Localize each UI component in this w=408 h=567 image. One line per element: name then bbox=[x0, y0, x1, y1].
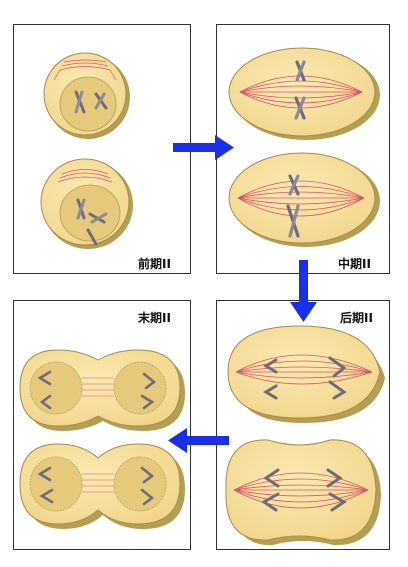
telophase-bottom-fibers bbox=[82, 473, 114, 493]
label-metaphase-ii: 中期II bbox=[338, 257, 371, 271]
prophase-cell-top bbox=[43, 52, 130, 139]
arrow-metaphase-to-anaphase bbox=[290, 260, 317, 322]
label-anaphase-ii: 后期II bbox=[340, 311, 373, 325]
metaphase-cell-bottom bbox=[228, 152, 380, 247]
prophase-bottom-chromosomes bbox=[76, 198, 108, 246]
anaphase-bottom-chromosomes bbox=[261, 468, 347, 512]
prophase-top-nucleus bbox=[59, 76, 117, 132]
prophase-bottom-spindle bbox=[57, 169, 113, 183]
anaphase-top-chromosomes bbox=[263, 356, 347, 400]
metaphase-cell-top bbox=[228, 47, 380, 140]
telophase-top-chromosomes bbox=[37, 370, 157, 410]
metaphase-top-chromosomes bbox=[294, 60, 306, 120]
label-telophase-ii: 末期II bbox=[138, 311, 171, 325]
anaphase-top-spindle bbox=[235, 354, 373, 385]
prophase-cell-bottom bbox=[40, 158, 133, 249]
metaphase-bottom-chromosomes bbox=[286, 174, 300, 238]
prophase-top-chromosomes bbox=[74, 90, 108, 114]
telophase-top-fibers bbox=[82, 377, 114, 397]
metaphase-bottom-spindle bbox=[237, 180, 365, 217]
telophase-cell-top bbox=[19, 349, 185, 431]
arrow-anaphase-to-telophase bbox=[168, 428, 229, 453]
anaphase-cell-top bbox=[227, 325, 385, 423]
anaphase-bottom-spindle bbox=[233, 472, 369, 509]
prophase-top-spindle bbox=[53, 59, 117, 81]
label-prophase-ii: 前期II bbox=[138, 257, 171, 271]
telophase-cell-bottom bbox=[19, 443, 185, 529]
telophase-bottom-chromosomes bbox=[37, 466, 155, 506]
arrow-prophase-to-metaphase bbox=[173, 135, 234, 160]
anaphase-cell-bottom bbox=[225, 439, 381, 546]
